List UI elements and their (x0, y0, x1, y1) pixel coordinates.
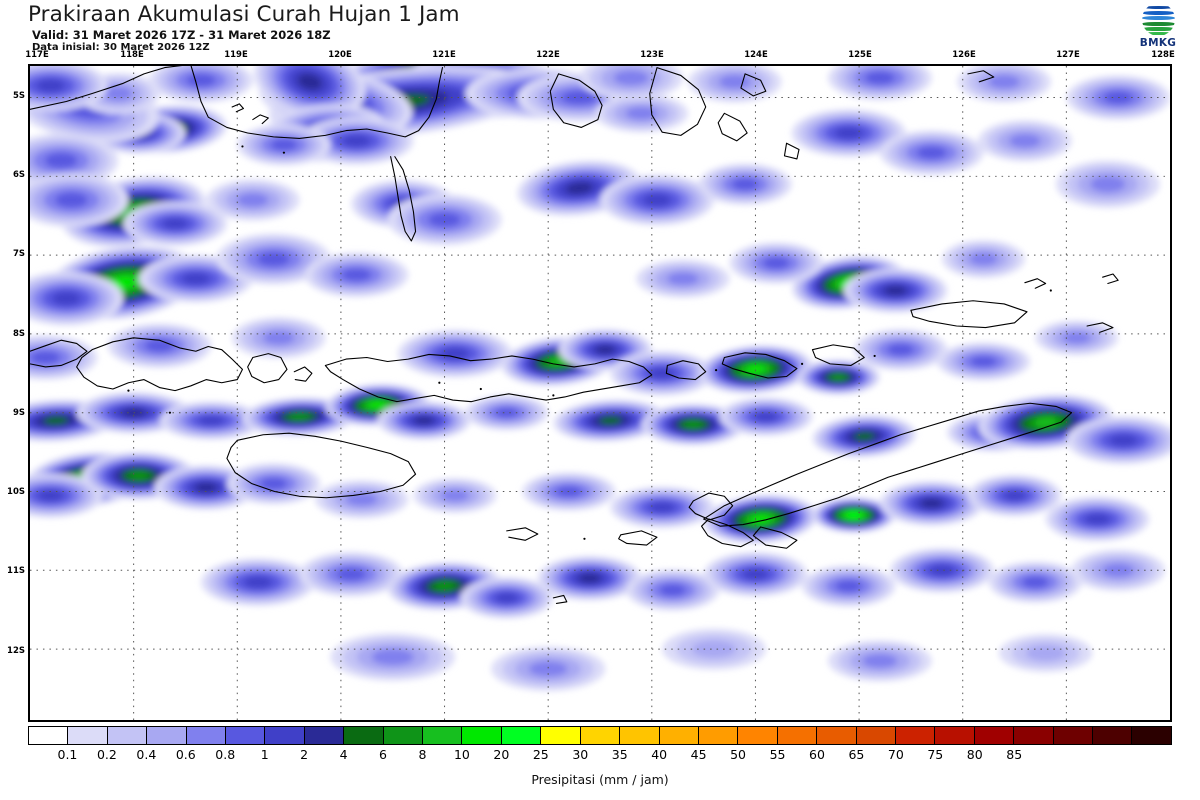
lat-tick-9S: 9S (12, 407, 25, 418)
colorbar-swatch-13 (541, 727, 581, 744)
colorbar-tick-70: 70 (887, 747, 904, 762)
colorbar-swatch-3 (147, 727, 187, 744)
colorbar-swatch-28 (1132, 727, 1171, 744)
lon-tick-120E: 120E (328, 50, 352, 60)
lon-tick-118E: 118E (120, 50, 144, 60)
colorbar-swatch-14 (580, 727, 621, 744)
longitude-axis: 117E 118E 119E 120E 121E 122E 123E 124E 125E 126E… (0, 50, 1200, 64)
lon-tick-128E: 128E (1151, 50, 1175, 60)
colorbar-tick-10: 10 (453, 747, 470, 762)
lon-tick-117E: 117E (25, 50, 49, 60)
colorbar-tick-85: 85 (1006, 747, 1023, 762)
colorbar-tick-80: 80 (966, 747, 983, 762)
lon-tick-125E: 125E (848, 50, 872, 60)
lon-tick-123E: 123E (640, 50, 664, 60)
colorbar-swatch-2 (107, 727, 148, 744)
colorbar-tick-0.1: 0.1 (57, 747, 78, 762)
lat-tick-12S: 12S (7, 645, 25, 656)
colorbar-tick-6: 6 (379, 747, 388, 762)
valid-period-text: Valid: 31 Maret 2026 17Z - 31 Maret 2026… (32, 28, 331, 42)
lon-tick-127E: 127E (1056, 50, 1080, 60)
colorbar-swatch-6 (265, 727, 305, 744)
colorbar-swatch-15 (620, 727, 660, 744)
colorbar-tick-30: 30 (572, 747, 589, 762)
colorbar-tick-50: 50 (730, 747, 747, 762)
colorbar-tick-65: 65 (848, 747, 865, 762)
colorbar-tick-35: 35 (611, 747, 628, 762)
colorbar-tick-1: 1 (260, 747, 269, 762)
colorbar-swatch-23 (935, 727, 975, 744)
colorbar-tick-75: 75 (927, 747, 944, 762)
colorbar-swatch-11 (462, 727, 502, 744)
colorbar-tick-55: 55 (769, 747, 786, 762)
colorbar-swatch-7 (304, 727, 345, 744)
colorbar-swatch-1 (68, 727, 108, 744)
colorbar-swatch-26 (1053, 727, 1093, 744)
lat-tick-6S: 6S (12, 169, 25, 180)
colorbar-swatch-9 (383, 727, 424, 744)
colorbar-swatch-21 (856, 727, 896, 744)
lon-tick-124E: 124E (744, 50, 768, 60)
lon-tick-122E: 122E (536, 50, 560, 60)
colorbar-tick-25: 25 (532, 747, 549, 762)
bmkg-logo-text: BMKG (1139, 37, 1177, 49)
colorbar-ticks: 0.1 0.2 0.4 0.6 0.8 1 2 4 6 8 10 20 25 30 35 40 45 50 55 60… (28, 747, 1172, 763)
colorbar-swatch-22 (895, 727, 936, 744)
header: Prakiraan Akumulasi Curah Hujan 1 Jam Va… (0, 0, 1200, 62)
lat-tick-11S: 11S (7, 566, 25, 577)
colorbar-tick-8: 8 (418, 747, 427, 762)
bmkg-globe-icon (1142, 3, 1175, 36)
colorbar-swatch-20 (817, 727, 857, 744)
colorbar-swatch-8 (344, 727, 384, 744)
colorbar-swatch-0 (29, 727, 69, 744)
colorbar-tick-20: 20 (493, 747, 510, 762)
precipitation-field (30, 66, 1170, 720)
colorbar-swatch-24 (974, 727, 1015, 744)
colorbar-swatch-19 (777, 727, 818, 744)
colorbar-swatch-25 (1014, 727, 1054, 744)
lat-tick-5S: 5S (12, 90, 25, 101)
colorbar-label: Presipitasi (mm / jam) (531, 772, 669, 787)
initial-data-text: Data inisial: 30 Maret 2026 12Z (32, 42, 210, 53)
colorbar-tick-4: 4 (339, 747, 348, 762)
colorbar-swatches (28, 726, 1172, 745)
lat-tick-7S: 7S (12, 249, 25, 260)
colorbar-tick-0.4: 0.4 (136, 747, 157, 762)
colorbar-swatch-27 (1092, 727, 1133, 744)
colorbar-tick-0.2: 0.2 (96, 747, 117, 762)
lon-tick-119E: 119E (224, 50, 248, 60)
colorbar-swatch-17 (698, 727, 739, 744)
colorbar-swatch-4 (186, 727, 227, 744)
lat-tick-10S: 10S (7, 487, 25, 498)
precipitation-map[interactable]: Sumber Data: WRF - CIPS BMKG Pusat Meteo… (28, 64, 1172, 722)
lat-tick-8S: 8S (12, 328, 25, 339)
lon-tick-126E: 126E (952, 50, 976, 60)
colorbar-swatch-18 (738, 727, 778, 744)
colorbar-tick-60: 60 (809, 747, 825, 762)
lon-tick-121E: 121E (432, 50, 456, 60)
colorbar-swatch-16 (659, 727, 699, 744)
colorbar-tick-0.8: 0.8 (215, 747, 236, 762)
colorbar-tick-40: 40 (651, 747, 668, 762)
colorbar-swatch-10 (423, 727, 463, 744)
colorbar-tick-0.6: 0.6 (175, 747, 196, 762)
latitude-axis: 5S 6S 7S 8S 9S 10S 11S 12S (0, 0, 28, 800)
colorbar-tick-2: 2 (300, 747, 309, 762)
colorbar-swatch-12 (501, 727, 542, 744)
colorbar (28, 726, 1172, 745)
page-title: Prakiraan Akumulasi Curah Hujan 1 Jam (28, 2, 460, 27)
colorbar-swatch-5 (226, 727, 266, 744)
bmkg-logo: BMKG (1128, 3, 1188, 58)
colorbar-tick-45: 45 (690, 747, 707, 762)
